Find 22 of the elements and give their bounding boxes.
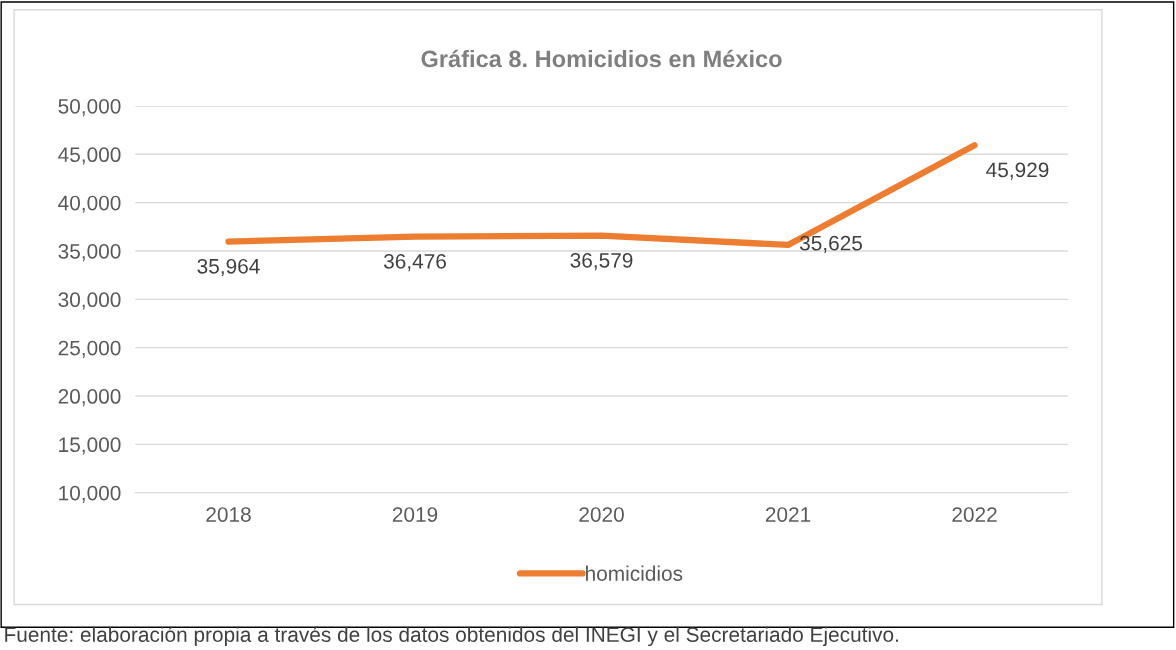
y-tick-label: 25,000	[58, 340, 121, 358]
chart-title: Gráfica 8. Homicidios en México	[421, 49, 782, 68]
data-label: 36,476	[383, 253, 446, 272]
x-tick-label: 2021	[765, 507, 811, 522]
x-tick-label: 2022	[952, 507, 997, 522]
y-tick-label: 35,000	[58, 243, 121, 262]
x-tick-label: 2018	[206, 507, 251, 522]
data-label: 36,579	[570, 252, 633, 271]
data-label: 35,964	[197, 258, 260, 277]
y-tick-label: 50,000	[58, 98, 121, 117]
data-label: 35,625	[799, 235, 862, 253]
source-note: Fuente: elaboración propia a través de los datos obtenidos del INEGI y el Secretariado Ejecutivo.	[5, 626, 898, 647]
y-tick-label: 20,000	[58, 389, 121, 407]
data-label: 45,929	[986, 162, 1049, 180]
x-tick-label: 2019	[392, 507, 438, 522]
y-tick-label: 10,000	[59, 485, 121, 503]
x-tick-label: 2020	[579, 507, 624, 522]
y-tick-label: 45,000	[58, 147, 121, 165]
y-tick-label: 30,000	[58, 292, 121, 310]
y-tick-label: 15,000	[59, 437, 121, 455]
y-tick-label: 40,000	[58, 195, 121, 213]
legend-label: homicidios	[586, 565, 683, 581]
